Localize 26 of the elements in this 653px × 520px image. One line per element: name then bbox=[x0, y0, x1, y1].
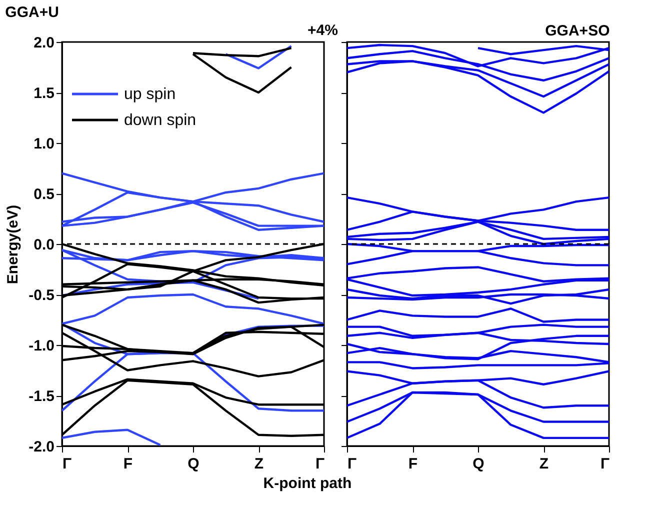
chart-title: GGA+SO bbox=[545, 22, 610, 40]
y-tick-label: 0.0 bbox=[34, 236, 54, 254]
legend-label: down spin bbox=[124, 112, 196, 129]
x-tick-label: Γ bbox=[315, 456, 324, 472]
x-tick-label: Γ bbox=[62, 456, 72, 472]
chart-title: GGA+U bbox=[5, 4, 59, 21]
y-tick-label: -1.0 bbox=[28, 338, 54, 354]
x-tick-label: Z bbox=[254, 456, 264, 472]
y-tick-label: -1.5 bbox=[28, 388, 54, 405]
y-tick-label: -2.0 bbox=[28, 438, 54, 456]
x-tick-label: Γ bbox=[348, 456, 357, 472]
x-tick-label: F bbox=[408, 456, 418, 472]
y-tick-label: 1.5 bbox=[34, 85, 54, 102]
y-tick-label: -0.5 bbox=[28, 287, 54, 304]
x-tick-label: Γ bbox=[600, 456, 610, 472]
x-tick-label: F bbox=[123, 456, 133, 472]
legend-label: up spin bbox=[124, 86, 176, 103]
y-tick-label: 0.5 bbox=[34, 186, 54, 203]
x-axis-title: K-point path bbox=[263, 474, 352, 492]
x-tick-label: Q bbox=[472, 456, 485, 472]
x-tick-label: Q bbox=[188, 456, 200, 472]
y-axis-title: Energy(eV) bbox=[4, 204, 22, 284]
y-tick-label: 2.0 bbox=[34, 34, 54, 52]
y-tick-label: 1.0 bbox=[34, 136, 54, 152]
x-tick-label: Z bbox=[539, 456, 549, 472]
text: +4% bbox=[308, 22, 338, 39]
